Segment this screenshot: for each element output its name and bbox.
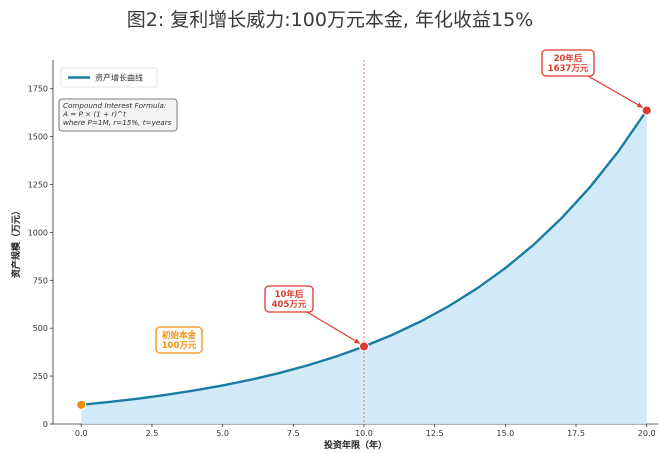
annotation-point-initial <box>76 399 87 410</box>
y-axis-label: 资产规模（万元） <box>10 206 22 278</box>
annotation-arrowhead-year20 <box>636 102 643 108</box>
annotation-box-year20 <box>541 49 595 77</box>
annotation-label-year20: 1637万元 <box>548 64 589 74</box>
annotation-point-year10 <box>358 341 369 352</box>
y-tick-label: 0 <box>43 420 48 429</box>
annotation-arrowhead-year10 <box>354 338 360 344</box>
annotation-label-year10: 10年后 <box>275 289 304 300</box>
y-tick-label: 1500 <box>28 133 48 142</box>
x-tick-label: 20.0 <box>638 429 656 438</box>
y-tick-label: 1000 <box>28 228 48 237</box>
x-tick-label: 5.0 <box>216 429 229 438</box>
formula-line: Compound Interest Formula: <box>63 101 166 110</box>
annotation-box-initial <box>155 326 203 354</box>
formula-line: A = P × (1 + r)^t <box>62 110 127 119</box>
legend-label: 资产增长曲线 <box>95 73 143 83</box>
formula-box-frame <box>58 98 178 132</box>
y-tick-label: 1750 <box>28 85 48 94</box>
x-tick-label: 7.5 <box>287 429 300 438</box>
series-area <box>81 110 647 424</box>
x-tick-label: 10.0 <box>355 429 373 438</box>
annotation-box-year10 <box>264 285 314 313</box>
formula-box: Compound Interest Formula:A = P × (1 + r… <box>58 98 178 132</box>
legend: 资产增长曲线 <box>60 67 158 88</box>
annotation-label-year10: 405万元 <box>272 300 307 310</box>
y-tick-label: 500 <box>33 324 48 333</box>
annotation-arrow-year20 <box>587 75 643 108</box>
x-tick-label: 17.5 <box>567 429 585 438</box>
annotation-label-initial: 100万元 <box>162 341 197 351</box>
chart-title: 图2: 复利增长威力:100万元本金, 年化收益15% <box>126 9 534 31</box>
y-tick-label: 750 <box>33 276 48 285</box>
legend-box <box>60 67 158 88</box>
x-tick-label: 2.5 <box>146 429 159 438</box>
annotation-arrow-year10 <box>306 311 361 345</box>
y-tick-label: 250 <box>33 372 48 381</box>
y-tick-label: 1250 <box>28 181 48 190</box>
annotation-label-initial: 初始本金 <box>162 330 197 341</box>
x-tick-label: 12.5 <box>426 429 444 438</box>
annotation-point-year20 <box>641 105 652 116</box>
x-tick-label: 0.0 <box>75 429 88 438</box>
x-tick-label: 15.0 <box>496 429 514 438</box>
annotation-label-year20: 20年后 <box>554 53 583 64</box>
x-axis-label: 投资年限（年） <box>324 439 387 451</box>
formula-line: where P=1M, r=15%, t=years <box>63 118 172 127</box>
